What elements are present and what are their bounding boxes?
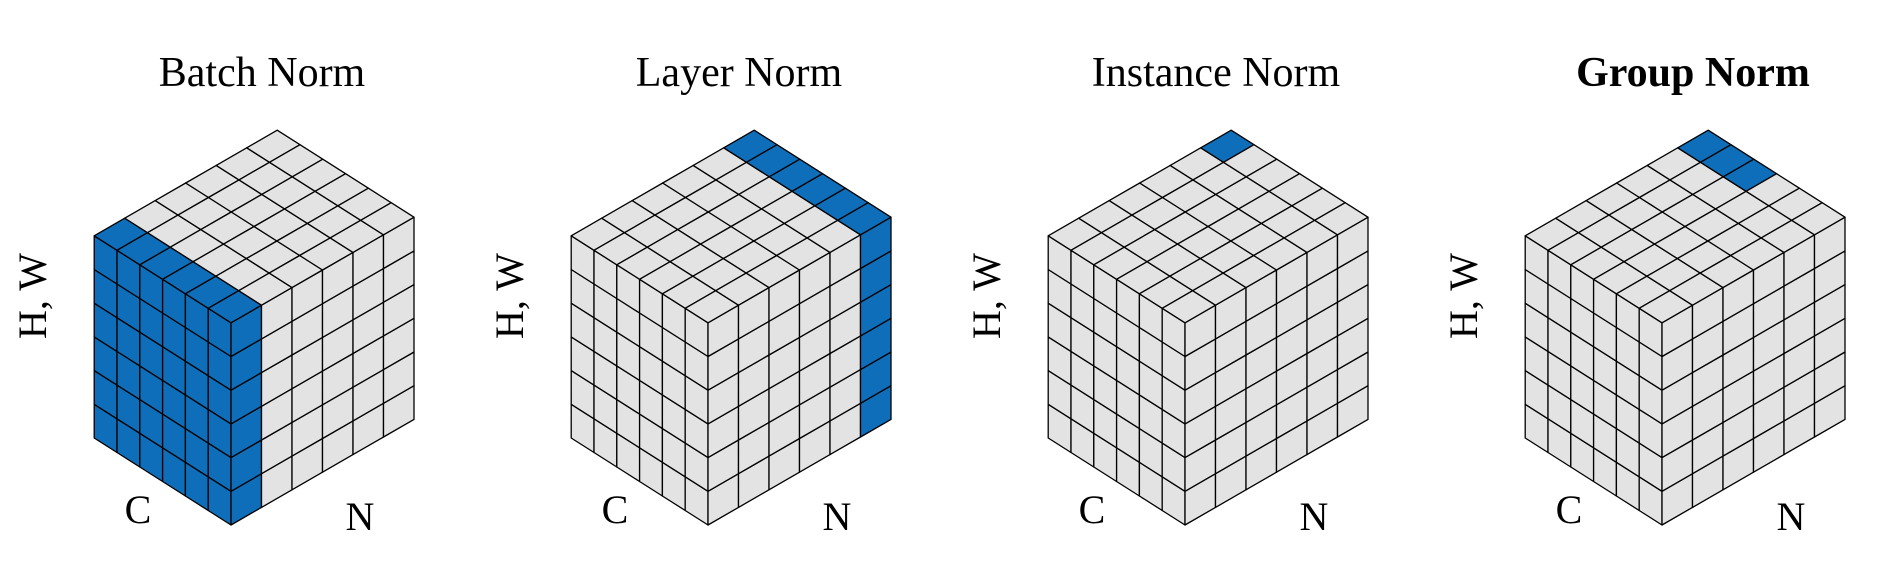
instance-norm-c-label: C [1079,487,1106,532]
cube-cell-top [837,202,892,236]
layer-norm-n-label: N [823,494,852,539]
group-norm-n-label: N [1777,494,1806,539]
layer-norm-c-label: C [602,487,629,532]
group-norm-title: Group Norm [1576,50,1810,96]
instance-norm-n-label: N [1300,494,1329,539]
layer-norm-hw-label: H, W [487,253,532,339]
instance-norm-cube [1047,129,1369,526]
group-norm-c-label: C [1556,487,1583,532]
batch-norm-title: Batch Norm [159,50,366,96]
panel-layer-norm: Layer Norm H, W C N [487,50,892,539]
layer-norm-title: Layer Norm [636,50,843,96]
instance-norm-hw-label: H, W [964,253,1009,339]
batch-norm-hw-label: H, W [10,253,55,339]
batch-norm-n-label: N [346,494,375,539]
group-norm-cube [1524,129,1846,526]
layer-norm-cube [570,129,892,526]
batch-norm-c-label: C [125,487,152,532]
batch-norm-cube [93,129,415,526]
cube-cell-top [1314,202,1369,236]
cube-cell-top [1791,202,1846,236]
instance-norm-title: Instance Norm [1092,50,1341,96]
panel-instance-norm: Instance Norm H, W C N [964,50,1369,539]
group-norm-hw-label: H, W [1441,253,1486,339]
panel-batch-norm: Batch Norm H, W C N [10,50,415,539]
cube-cell-top [360,202,415,236]
panel-group-norm: Group Norm H, W C N [1441,50,1846,539]
